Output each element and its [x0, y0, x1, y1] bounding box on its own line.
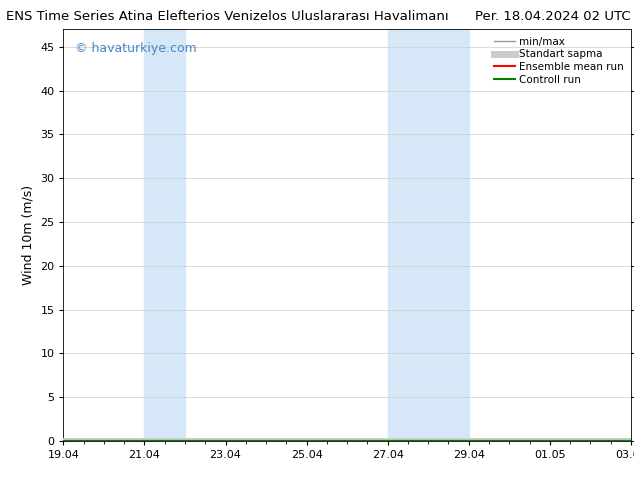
Legend: min/max, Standart sapma, Ensemble mean run, Controll run: min/max, Standart sapma, Ensemble mean r…	[492, 35, 626, 87]
Bar	[428, 29, 469, 441]
Bar	[145, 29, 185, 441]
Text: © havaturkiye.com: © havaturkiye.com	[75, 42, 197, 55]
Text: Per. 18.04.2024 02 UTC: Per. 18.04.2024 02 UTC	[476, 10, 631, 23]
Text: ENS Time Series Atina Elefterios Venizelos Uluslararası Havalimanı: ENS Time Series Atina Elefterios Venizel…	[6, 10, 449, 23]
Y-axis label: Wind 10m (m/s): Wind 10m (m/s)	[22, 185, 35, 285]
Bar	[387, 29, 428, 441]
